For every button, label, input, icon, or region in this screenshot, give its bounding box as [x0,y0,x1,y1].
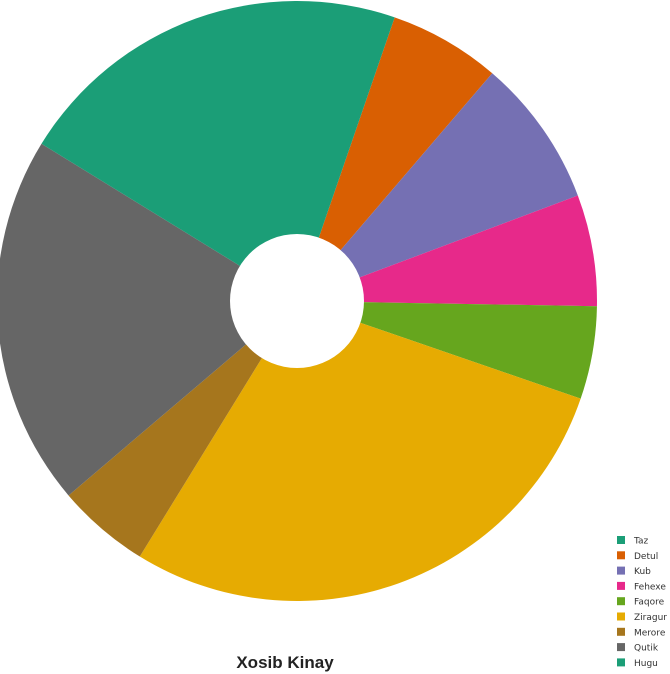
legend-label-qutik: Qutik [634,644,659,654]
legend-swatch-hugu [617,658,625,667]
chart-title: Xosib Kinay [236,653,334,672]
pie-slice-faqore [297,301,597,399]
pie-slice-qutik [0,143,297,496]
pie-slice-ziragur [139,301,581,602]
legend-label-faqore: Faqore [634,598,665,608]
pie-slice-hugu [41,0,395,302]
legend-label-hugu: Hugu [634,659,658,669]
legend-label-ziragur: Ziragur [634,613,667,623]
legend-swatch-merore [617,627,625,636]
legend-label-detul: Detul [634,552,658,562]
pie-slice-fehexe [297,195,597,307]
legend-swatch-faqore [617,597,625,606]
legend-label-fehexe: Fehexe [634,582,666,592]
legend-swatch-fehexe [617,581,625,590]
legend-swatch-kub [617,566,625,575]
pie-slice-detul [297,17,493,302]
pie-slices [0,0,597,602]
pie-slice-kub [297,73,578,301]
legend: Taz Detul Kub Fehexe Faqore Ziragur Merore Quti… [617,536,667,669]
pie-slice-merore [68,301,297,557]
legend-swatch-taz [617,536,625,544]
legend-label-merore: Merore [634,628,666,638]
legend-swatch-ziragur [617,612,625,621]
legend-label-kub: Kub [634,567,651,577]
legend-swatch-qutik [617,643,625,652]
legend-swatch-detul [617,551,625,560]
legend-label-taz: Taz [633,537,649,547]
donut-hole [230,234,364,368]
